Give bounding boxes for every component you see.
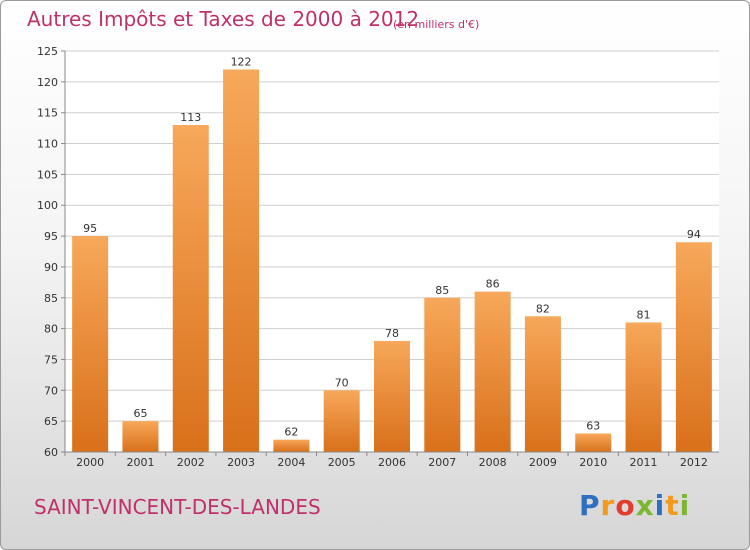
x-tick-label: 2010 [579, 456, 607, 469]
commune-name: SAINT-VINCENT-DES-LANDES [34, 495, 321, 519]
logo-letter: x [635, 489, 655, 522]
y-tick-label: 85 [44, 292, 58, 305]
y-tick-label: 70 [44, 384, 58, 397]
bar-value-label: 85 [435, 284, 449, 297]
bars: 95 65 113 122 62 70 78 85 86 82 63 81 94 [72, 56, 712, 453]
bar-value-label: 63 [586, 419, 600, 432]
x-tick-label: 2003 [227, 456, 255, 469]
bar-value-label: 78 [385, 327, 399, 340]
logo-letter: i [654, 489, 666, 522]
bar-2012 [675, 242, 712, 452]
bar-value-label: 95 [83, 222, 97, 235]
y-tick-label: 115 [37, 107, 58, 120]
bar-value-label: 62 [284, 426, 298, 439]
bar-2001 [122, 421, 159, 452]
x-tick-label: 2002 [177, 456, 205, 469]
bar-value-label: 94 [687, 228, 701, 241]
bar-2007 [424, 297, 461, 452]
bar-2009 [524, 316, 561, 452]
y-tick-label: 125 [37, 45, 58, 58]
bar-value-label: 82 [536, 302, 550, 315]
x-tick-label: 2006 [378, 456, 406, 469]
x-tick-label: 2007 [428, 456, 456, 469]
y-tick-label: 80 [44, 323, 58, 336]
bar-value-label: 122 [231, 56, 252, 69]
x-axis-ticks: 2000 2001 2002 2003 2004 2005 2006 2007 2008 2009… [64, 452, 708, 469]
bar-2008 [474, 291, 511, 452]
x-tick-label: 2000 [76, 456, 104, 469]
logo-letter: t [665, 489, 680, 522]
bar-2010 [575, 433, 612, 452]
bar-2002 [172, 125, 209, 453]
logo-letter: i [679, 489, 691, 522]
bar-2011 [625, 322, 662, 452]
x-tick-label: 2008 [479, 456, 507, 469]
bar-2000 [72, 236, 109, 452]
y-tick-label: 90 [44, 261, 58, 274]
y-tick-label: 100 [37, 199, 58, 212]
logo-letter: r [600, 489, 616, 522]
x-tick-label: 2011 [630, 456, 658, 469]
x-tick-label: 2012 [680, 456, 708, 469]
bar-value-label: 86 [486, 278, 500, 291]
logo-letter: P [579, 489, 601, 522]
bar-2005 [323, 390, 360, 452]
x-tick-label: 2005 [328, 456, 356, 469]
logo-letter: o [615, 489, 636, 522]
bar-value-label: 65 [133, 407, 147, 420]
x-tick-label: 2004 [277, 456, 305, 469]
y-tick-label: 110 [37, 138, 58, 151]
bar-2003 [223, 69, 260, 452]
bar-value-label: 81 [637, 308, 651, 321]
y-tick-label: 65 [44, 415, 58, 428]
y-tick-label: 105 [37, 168, 58, 181]
bar-value-label: 70 [335, 376, 349, 389]
y-tick-label: 60 [44, 446, 58, 459]
y-axis-ticks: 60 65 70 75 80 85 90 95 100 105 110 115 120 125 [37, 45, 65, 459]
proxiti-logo: Proxiti [579, 489, 690, 522]
y-tick-label: 95 [44, 230, 58, 243]
x-tick-label: 2009 [529, 456, 557, 469]
bar-2004 [273, 439, 310, 452]
x-tick-label: 2001 [126, 456, 154, 469]
chart-unit: (en milliers d'€) [393, 18, 480, 31]
y-tick-label: 120 [37, 76, 58, 89]
bar-value-label: 113 [180, 111, 201, 124]
chart-title: Autres Impôts et Taxes de 2000 à 2012 [27, 7, 420, 31]
bar-2006 [374, 340, 410, 452]
y-tick-label: 75 [44, 353, 58, 366]
